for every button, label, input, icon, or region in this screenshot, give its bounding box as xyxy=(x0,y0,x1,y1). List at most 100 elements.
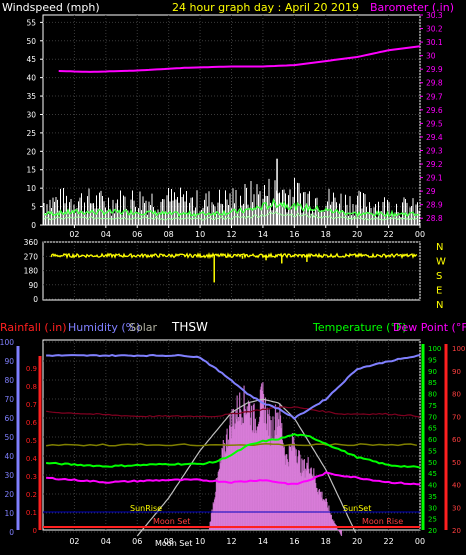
barometer-tick-label: 28.8 xyxy=(426,214,443,223)
sunrise-label: SunRise xyxy=(130,504,162,513)
hour-tick-label: 22 xyxy=(383,537,393,546)
barometer-tick-label: 29.5 xyxy=(426,119,443,128)
temperature-tick-label: 75 xyxy=(428,402,437,410)
humidity-tick-label: 80 xyxy=(4,376,14,385)
direction-tick-label: 270 xyxy=(24,252,39,261)
temperature-tick-label: 70 xyxy=(428,413,437,421)
hour-tick-label: 00 xyxy=(415,230,425,239)
windspeed-tick-label: 40 xyxy=(26,74,36,83)
rainfall-tick-label: 0.1 xyxy=(26,509,37,517)
hour-tick-label: 04 xyxy=(101,537,111,546)
temperature-tick-label: 65 xyxy=(428,425,437,433)
direction-tick-label: 180 xyxy=(24,267,39,276)
hour-tick-label: 10 xyxy=(195,230,205,239)
thsw-tick-label: 60 xyxy=(452,436,461,444)
hour-tick-label: 18 xyxy=(321,537,331,546)
hour-tick-label: 22 xyxy=(383,230,393,239)
hour-tick-label: 12 xyxy=(226,230,236,239)
direction-tick-label: 360 xyxy=(24,238,39,247)
rainfall-tick-label: 0.5 xyxy=(26,437,37,445)
moonset-label: Moon Set xyxy=(153,517,190,526)
hour-tick-label: 00 xyxy=(415,537,425,546)
thsw-tick-label: 70 xyxy=(452,413,461,421)
windspeed-tick-label: 15 xyxy=(26,166,36,175)
rainfall-tick-label: 0.3 xyxy=(26,473,37,481)
barometer-tick-label: 29.3 xyxy=(426,146,443,155)
hour-tick-label: 04 xyxy=(101,230,111,239)
barometer-tick-label: 29.1 xyxy=(426,174,443,183)
humidity-tick-label: 10 xyxy=(4,509,14,518)
humidity-tick-label: 70 xyxy=(4,395,14,404)
rainfall-axis-label: Rainfall (.in) xyxy=(0,321,67,334)
compass-label: N xyxy=(436,242,443,253)
humidity-tick-label: 60 xyxy=(4,414,14,423)
humidity-tick-label: 30 xyxy=(4,471,14,480)
temperature-tick-label: 80 xyxy=(428,391,437,399)
hour-tick-label: 18 xyxy=(321,230,331,239)
hour-tick-label: 20 xyxy=(352,230,362,239)
hour-tick-label: 12 xyxy=(226,537,236,546)
rainfall-tick-label: 0.9 xyxy=(26,365,37,373)
windspeed-tick-label: 5 xyxy=(31,203,36,212)
hour-tick-label: 10 xyxy=(195,537,205,546)
temperature-tick-label: 60 xyxy=(428,436,437,444)
barometer-tick-label: 29.2 xyxy=(426,160,443,169)
windspeed-tick-label: 30 xyxy=(26,110,36,119)
hour-tick-label: 16 xyxy=(289,537,299,546)
humidity-tick-label: 50 xyxy=(4,433,14,442)
temperature-tick-label: 90 xyxy=(428,368,437,376)
panel2-frame xyxy=(43,242,420,300)
thsw-tick-label: 50 xyxy=(452,459,461,467)
compass-label: S xyxy=(436,271,442,282)
temperature-tick-label: 45 xyxy=(428,470,437,478)
windspeed-tick-label: 20 xyxy=(26,147,36,156)
barometer-tick-label: 29.8 xyxy=(426,79,443,88)
barometer-tick-label: 30.1 xyxy=(426,38,443,47)
temperature-tick-label: 20 xyxy=(428,527,437,535)
rainfall-tick-label: 0.2 xyxy=(26,491,37,499)
windspeed-tick-label: 10 xyxy=(26,184,36,193)
temperature-tick-label: 55 xyxy=(428,447,437,455)
compass-label: W xyxy=(436,257,446,268)
temperature-tick-label: 40 xyxy=(428,482,437,490)
humidity-tick-label: 20 xyxy=(4,490,14,499)
humidity-tick-label: 40 xyxy=(4,452,14,461)
barometer-tick-label: 29.4 xyxy=(426,133,443,142)
hour-tick-label: 06 xyxy=(132,230,142,239)
barometer-tick-label: 29 xyxy=(426,187,436,196)
temperature-tick-label: 100 xyxy=(428,345,441,353)
hour-tick-label: 02 xyxy=(69,537,79,546)
temperature-tick-label: 50 xyxy=(428,459,437,467)
hour-tick-label: 08 xyxy=(164,230,174,239)
rainfall-tick-label: 0 xyxy=(33,527,37,535)
temperature-tick-label: 85 xyxy=(428,379,437,387)
humidity-tick-label: 0 xyxy=(9,528,14,537)
compass-label: E xyxy=(436,286,442,297)
thsw-tick-label: 100 xyxy=(452,345,465,353)
temperature-humidity-panel: Rainfall (.in) Humidity (%) Solar THSW T… xyxy=(0,320,466,548)
thsw-tick-label: 30 xyxy=(452,504,461,512)
thsw-tick-label: 40 xyxy=(452,482,461,490)
hour-tick-label: 16 xyxy=(289,230,299,239)
windspeed-axis-label: Windspeed (mph) xyxy=(2,1,100,14)
barometer-tick-label: 29.6 xyxy=(426,106,443,115)
thsw-tick-label: 80 xyxy=(452,391,461,399)
moonset-axis-label: Moon Set xyxy=(155,539,192,548)
windspeed-tick-label: 50 xyxy=(26,37,36,46)
wind-barometer-panel: Windspeed (mph) 24 hour graph day : Apri… xyxy=(2,1,454,239)
barometer-tick-label: 29.9 xyxy=(426,65,443,74)
rainfall-tick-label: 0.4 xyxy=(26,455,38,463)
moonrise-label: Moon Rise xyxy=(362,517,403,526)
compass-label: N xyxy=(436,300,443,311)
temperature-tick-label: 35 xyxy=(428,493,437,501)
barometer-tick-label: 30.3 xyxy=(426,11,443,20)
direction-tick-label: 90 xyxy=(28,281,38,290)
hour-tick-label: 02 xyxy=(69,230,79,239)
windspeed-tick-label: 25 xyxy=(26,129,36,138)
barometer-tick-label: 30 xyxy=(426,52,436,61)
dewpoint-axis-label: Dew Point (°F) xyxy=(393,321,466,334)
hour-tick-label: 20 xyxy=(352,537,362,546)
rainfall-tick-label: 0.8 xyxy=(26,383,37,391)
